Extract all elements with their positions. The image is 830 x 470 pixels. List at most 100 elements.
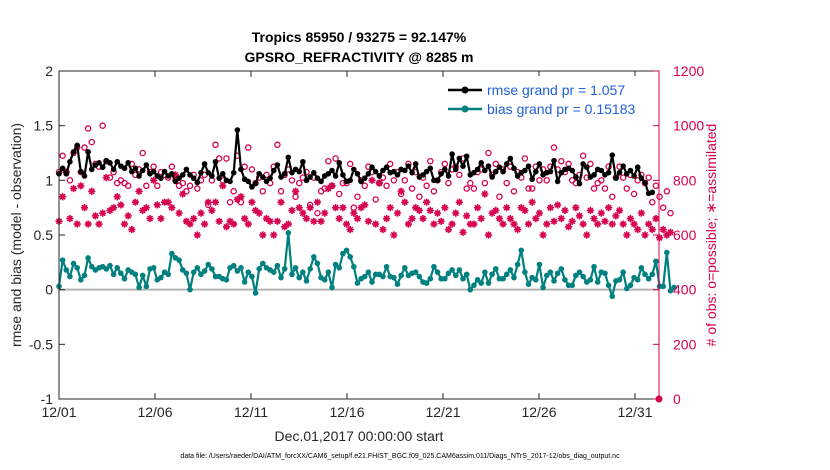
bias-point: [361, 273, 368, 280]
rmse-point: [325, 170, 332, 177]
obs-assimilated-mark: [106, 206, 114, 214]
rmse-point: [598, 167, 605, 174]
bias-point: [671, 284, 677, 291]
rmse-point: [547, 168, 554, 175]
rmse-point: [219, 170, 226, 177]
obs-possible-mark: [168, 163, 176, 170]
obs-assimilated-mark: [528, 198, 536, 206]
bias-point: [118, 270, 124, 277]
bias-point: [198, 271, 204, 278]
bias-point: [347, 254, 353, 260]
obs-possible-mark: [245, 144, 252, 151]
obs-possible-mark: [386, 160, 394, 168]
obs-assimilated-mark: [124, 212, 132, 220]
obs-possible-mark: [66, 177, 74, 184]
rmse-point: [573, 174, 579, 180]
obs-assimilated-mark: [444, 225, 453, 234]
bias-point: [602, 270, 608, 277]
obs-possible-mark: [372, 196, 379, 203]
bias-point: [423, 280, 430, 286]
obs-possible-mark: [401, 177, 409, 184]
bias-point: [59, 257, 66, 263]
bias-point: [205, 261, 212, 268]
rmse-point: [460, 163, 466, 169]
rmse-point: [409, 169, 415, 176]
rmse-point: [179, 172, 186, 178]
bias-point: [463, 271, 470, 278]
obs-possible-mark: [463, 185, 470, 192]
rmse-point: [198, 169, 204, 176]
obs-assimilated-mark: [215, 217, 223, 225]
rmse-point: [132, 165, 139, 172]
rmse-point: [583, 164, 590, 171]
rmse-point: [591, 172, 597, 178]
rmse-point: [336, 160, 343, 166]
obs-assimilated-mark: [583, 231, 591, 239]
obs-possible-mark: [630, 190, 638, 198]
obs-assimilated-mark: [433, 209, 442, 217]
rmse-point: [525, 163, 532, 169]
obs-assimilated-mark: [310, 217, 318, 225]
bias-point: [343, 247, 350, 254]
x-tick-label: 12/11: [234, 404, 268, 420]
y-tick-label-right: 1000: [673, 118, 704, 134]
obs-assimilated-mark: [273, 217, 281, 225]
obs-possible-mark: [376, 179, 383, 187]
obs-assimilated-mark: [179, 190, 187, 198]
obs-assimilated-mark: [357, 204, 365, 212]
rmse-point: [329, 167, 335, 174]
bias-point: [460, 275, 466, 282]
obs-assimilated-mark: [470, 220, 478, 228]
obs-assimilated-mark: [575, 212, 584, 220]
obs-possible-mark: [467, 179, 474, 187]
obs-assimilated-mark: [466, 220, 474, 228]
bias-point: [540, 284, 546, 291]
rmse-point: [503, 161, 510, 167]
obs-possible-mark: [288, 177, 296, 184]
obs-assimilated-mark: [226, 217, 234, 225]
rmse-point: [263, 178, 270, 185]
bias-point: [88, 263, 95, 270]
obs-assimilated-mark: [302, 215, 311, 223]
bias-point: [139, 272, 146, 279]
obs-possible-mark: [587, 160, 594, 168]
bias-point: [569, 282, 576, 289]
bias-point: [649, 271, 656, 278]
rmse-point: [172, 178, 179, 185]
bias-point: [187, 286, 193, 293]
bias-point: [321, 277, 328, 283]
rmse-point: [420, 172, 426, 178]
rmse-point: [285, 154, 292, 161]
obs-possible-mark: [274, 141, 281, 149]
y-tick-label-right: 800: [673, 172, 697, 188]
obs-assimilated-mark: [211, 198, 220, 206]
obs-assimilated-mark: [423, 198, 431, 206]
obs-assimilated-mark: [473, 204, 482, 212]
obs-possible-mark: [441, 160, 449, 168]
obs-possible-mark: [336, 190, 343, 198]
obs-assimilated-mark: [66, 215, 74, 223]
rmse-point: [270, 167, 277, 174]
bias-point: [427, 275, 434, 282]
obs-assimilated-mark: [80, 204, 89, 212]
obs-possible-mark: [332, 155, 339, 162]
y-tick-label-left: 1: [45, 172, 53, 188]
rmse-point: [569, 167, 576, 174]
bias-point: [150, 265, 157, 271]
obs-assimilated-mark: [590, 215, 598, 223]
rmse-point: [391, 168, 397, 175]
obs-assimilated-mark: [270, 231, 278, 239]
obs-assimilated-mark: [208, 206, 216, 214]
rmse-point: [340, 172, 346, 178]
bias-point: [70, 260, 77, 267]
rmse-point: [161, 168, 168, 175]
rmse-point: [456, 155, 463, 162]
y-tick-label-left: -0.5: [29, 336, 53, 352]
rmse-point: [70, 149, 77, 155]
legend-bias-label: bias grand pr = 0.15183: [487, 101, 635, 117]
obs-possible-mark: [84, 125, 92, 132]
obs-possible-mark: [667, 209, 674, 217]
bias-point: [165, 271, 171, 278]
bias-point: [238, 265, 244, 271]
rmse-point: [631, 173, 637, 179]
